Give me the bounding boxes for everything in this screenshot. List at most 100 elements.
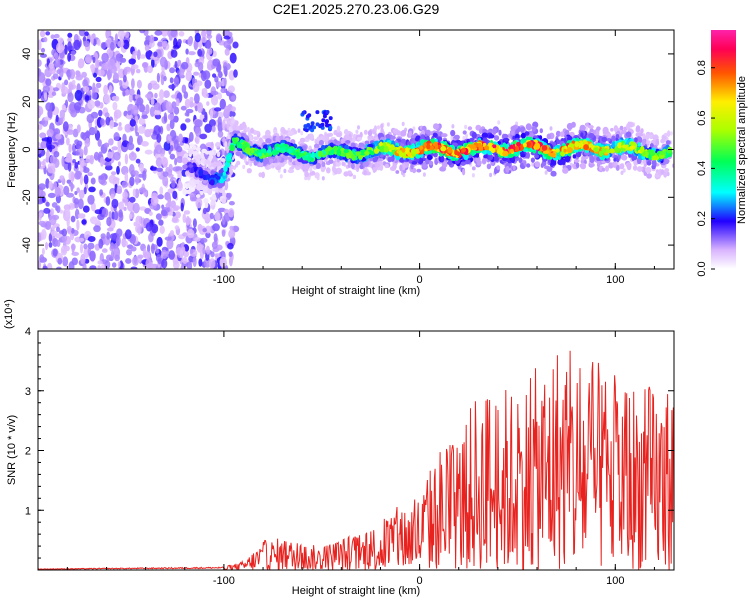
signal-cell — [602, 126, 609, 134]
noise-cell — [89, 250, 96, 262]
noise-cell — [59, 109, 65, 120]
noise-cell — [61, 155, 65, 167]
noise-cell — [84, 54, 92, 64]
noise-cell — [78, 237, 85, 242]
noise-cell — [67, 70, 71, 81]
signal-cell — [246, 168, 252, 174]
signal-cell — [510, 129, 516, 136]
signal-cell — [263, 157, 270, 164]
signal-cell — [211, 193, 217, 200]
signal-cell — [232, 124, 237, 132]
noise-cell — [197, 102, 204, 114]
noise-cell — [192, 82, 200, 93]
noise-cell — [189, 100, 194, 108]
noise-cell — [168, 250, 175, 260]
noise-cell — [175, 98, 180, 107]
noise-cell — [74, 162, 79, 169]
noise-cell — [531, 162, 535, 167]
noise-cell — [63, 204, 71, 211]
signal-cell — [531, 125, 536, 132]
noise-cell — [79, 243, 84, 254]
noise-cell — [83, 165, 87, 171]
signal-cell — [502, 133, 509, 139]
signal-cell — [632, 165, 638, 171]
noise-cell — [46, 262, 53, 269]
noise-cell — [163, 90, 170, 98]
signal-cell — [305, 135, 311, 140]
signal-cell — [550, 170, 557, 177]
signal-cell — [278, 162, 285, 168]
noise-cell — [127, 110, 132, 116]
noise-cell — [206, 101, 210, 106]
noise-cell — [228, 229, 236, 239]
noise-cell — [283, 168, 287, 174]
noise-cell — [108, 174, 117, 184]
noise-cell — [227, 242, 234, 250]
noise-cell — [96, 38, 101, 46]
noise-cell — [39, 254, 45, 263]
noise-cell — [154, 144, 163, 155]
noise-cell — [90, 111, 99, 119]
noise-cell — [135, 147, 140, 152]
signal-cell — [274, 158, 278, 163]
noise-cell — [204, 79, 212, 89]
noise-cell — [184, 137, 189, 144]
noise-cell — [126, 142, 135, 151]
noise-cell — [40, 190, 46, 198]
noise-cell — [118, 209, 123, 218]
noise-cell — [38, 106, 44, 116]
signal-cell — [524, 131, 530, 136]
signal-cell — [637, 132, 644, 137]
noise-cell — [157, 171, 161, 177]
noise-cell — [148, 211, 153, 217]
noise-cell — [123, 206, 127, 211]
signal-cell — [615, 134, 620, 138]
signal-cell — [314, 172, 320, 179]
noise-cell — [122, 191, 128, 200]
noise-cell — [80, 131, 85, 140]
signal-cell — [579, 124, 586, 131]
noise-cell — [66, 225, 72, 233]
noise-cell — [223, 77, 227, 87]
noise-cell — [223, 35, 231, 40]
noise-cell — [48, 233, 53, 243]
noise-cell — [61, 228, 68, 237]
signal-cell — [589, 155, 595, 163]
signal-cell — [356, 163, 360, 171]
noise-cell — [202, 246, 206, 255]
signal-cell — [189, 143, 195, 148]
noise-cell — [204, 225, 212, 234]
signal-cell — [352, 174, 357, 180]
signal-cell — [505, 165, 510, 173]
noise-cell — [544, 170, 548, 175]
signal-cell — [471, 166, 476, 171]
noise-cell — [138, 187, 147, 193]
noise-cell — [122, 91, 126, 97]
signal-cell — [575, 137, 580, 142]
noise-cell — [56, 205, 61, 214]
noise-cell — [121, 32, 125, 39]
signal-cell — [607, 138, 611, 142]
noise-cell — [201, 36, 207, 43]
noise-cell — [125, 258, 132, 264]
signal-cell — [534, 154, 540, 159]
signal-cell — [615, 164, 620, 171]
noise-cell — [71, 227, 75, 234]
noise-cell — [76, 219, 80, 231]
noise-cell — [205, 231, 211, 239]
noise-cell — [121, 78, 129, 89]
signal-cell — [347, 170, 352, 175]
noise-cell — [497, 120, 501, 125]
noise-cell — [67, 37, 72, 43]
signal-cell — [439, 166, 446, 172]
noise-cell — [97, 260, 103, 265]
noise-cell — [173, 115, 178, 123]
noise-cell — [150, 243, 155, 254]
noise-cell — [39, 132, 47, 139]
noise-cell — [233, 165, 236, 170]
signal-cell — [395, 170, 400, 174]
noise-cell — [219, 98, 226, 110]
noise-cell — [117, 161, 121, 167]
noise-cell — [159, 56, 167, 68]
